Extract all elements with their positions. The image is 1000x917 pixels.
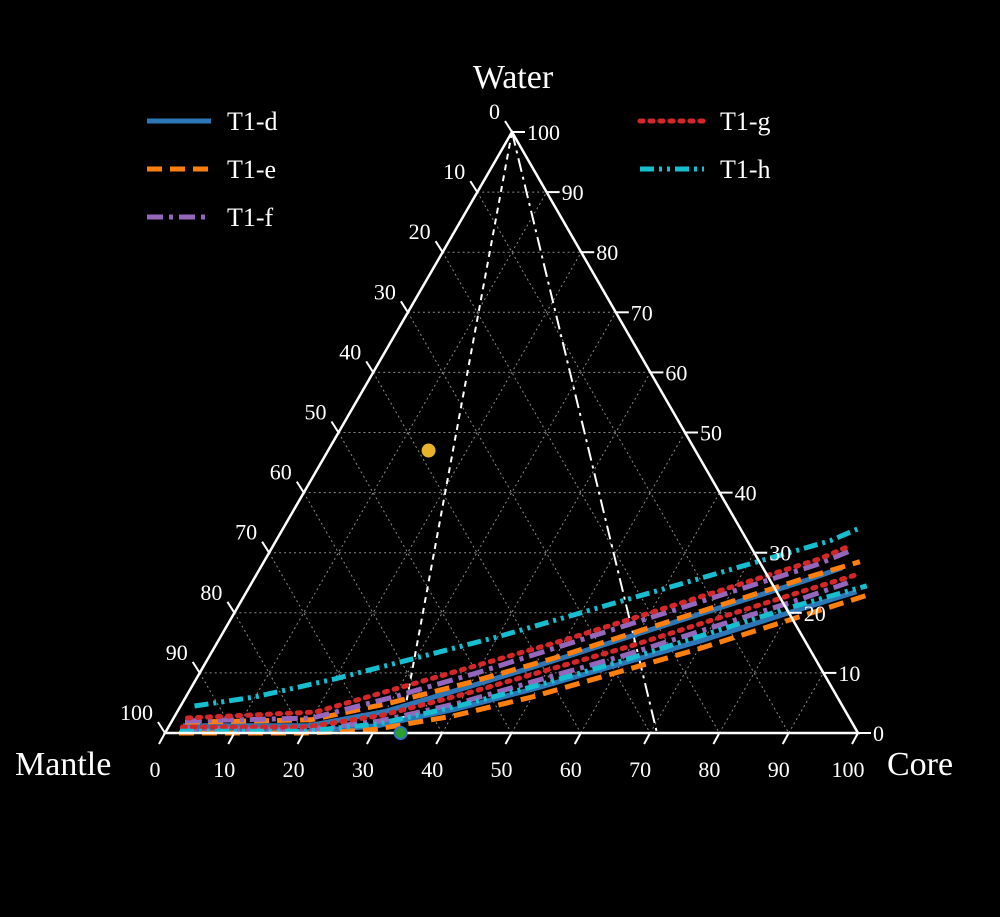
- tick-label-core-20: 20: [283, 757, 305, 782]
- tick-label-core-100: 100: [832, 757, 865, 782]
- tick-mantle-70: [261, 541, 270, 554]
- tick-label-mantle-60: 60: [270, 460, 292, 485]
- tick-label-mantle-50: 50: [305, 400, 327, 425]
- legend-label-T1-f: T1-f: [227, 203, 274, 232]
- series-T1-h-curve-2: [194, 526, 860, 709]
- tick-label-water-60: 60: [665, 360, 687, 385]
- tick-mantle-30: [400, 300, 409, 313]
- tick-label-core-10: 10: [213, 757, 235, 782]
- tick-label-core-90: 90: [768, 757, 790, 782]
- tick-core-80: [712, 732, 721, 745]
- tick-core-40: [435, 732, 444, 745]
- tick-label-mantle-10: 10: [443, 159, 465, 184]
- tick-layer: 0 0 0 10 10 10 20 20 20 30 30 30 40 40 40 50 50 50 60 60 60 7…: [120, 99, 884, 782]
- tick-label-water-80: 80: [596, 240, 618, 265]
- series-T1-f-curve-1: [181, 580, 849, 733]
- grid-line-core-90: [788, 672, 824, 734]
- grid-line-core-30: [372, 312, 617, 734]
- series-T1-g-curve-2: [185, 544, 851, 721]
- tick-label-core-80: 80: [698, 757, 720, 782]
- grid-line-mantle-30: [407, 312, 651, 734]
- tick-label-core-70: 70: [629, 757, 651, 782]
- tick-core-100: [851, 732, 859, 745]
- tick-mantle-10: [469, 180, 479, 193]
- tick-mantle-0: [504, 120, 513, 133]
- tick-mantle-20: [434, 240, 444, 253]
- tick-label-mantle-30: 30: [374, 279, 396, 304]
- series-T1-e-curve-2: [185, 559, 861, 725]
- tick-label-water-30: 30: [769, 541, 791, 566]
- tick-core-90: [781, 732, 790, 745]
- tick-label-water-90: 90: [562, 180, 584, 205]
- tick-label-core-0: 0: [150, 757, 161, 782]
- tick-mantle-100: [157, 721, 166, 734]
- data-points: [393, 443, 436, 740]
- tick-core-20: [296, 732, 305, 745]
- tick-core-10: [227, 732, 236, 745]
- axis-title-core: Core: [887, 746, 953, 783]
- axis-title-water: Water: [473, 59, 554, 96]
- tick-core-0: [158, 732, 166, 745]
- grid-line-core-80: [718, 612, 790, 734]
- series-T1-g-curve-1: [179, 571, 863, 730]
- tick-core-70: [643, 732, 651, 745]
- grid-line-mantle-10: [476, 191, 790, 734]
- tick-core-50: [504, 732, 513, 745]
- series-T1-h-curve-1: [179, 583, 868, 734]
- ref-line-2: [511, 131, 659, 734]
- grid-layer: [199, 191, 824, 734]
- tick-core-60: [573, 732, 582, 745]
- tick-label-water-70: 70: [631, 300, 653, 325]
- tick-mantle-40: [365, 360, 375, 373]
- tick-label-mantle-20: 20: [409, 219, 431, 244]
- tick-label-water-40: 40: [735, 481, 757, 506]
- tick-label-core-40: 40: [421, 757, 443, 782]
- tick-core-30: [366, 732, 374, 745]
- point-green: [393, 726, 408, 740]
- tick-mantle-90: [191, 661, 201, 674]
- grid-line-core-40: [441, 372, 651, 734]
- series-T1-f-curve-2: [185, 547, 854, 724]
- tick-mantle-80: [226, 601, 236, 614]
- tick-mantle-60: [295, 481, 305, 494]
- legend-label-T1-d: T1-d: [227, 107, 278, 136]
- legend-item-T1-d: T1-d: [147, 107, 278, 136]
- tick-label-water-100: 100: [527, 120, 560, 145]
- ref-line-1: [399, 131, 513, 734]
- legend-item-T1-f: T1-f: [147, 203, 274, 232]
- grid-line-mantle-90: [199, 672, 235, 734]
- tick-label-mantle-100: 100: [120, 700, 153, 725]
- tick-label-mantle-0: 0: [489, 99, 500, 124]
- tick-mantle-50: [330, 420, 340, 434]
- legend-item-T1-e: T1-e: [147, 155, 276, 184]
- tick-label-water-50: 50: [700, 421, 722, 446]
- grid-line-core-60: [580, 492, 721, 734]
- legend-item-T1-g: T1-g: [637, 107, 771, 136]
- tick-label-water-10: 10: [838, 661, 860, 686]
- legend-label-T1-g: T1-g: [720, 107, 771, 136]
- tick-label-mantle-70: 70: [235, 520, 257, 545]
- legend-item-T1-h: T1-h: [640, 155, 771, 184]
- series-curves: [178, 526, 870, 736]
- tick-label-mantle-80: 80: [200, 580, 222, 605]
- legend: T1-d T1-e T1-f T1-g T1-h: [147, 107, 771, 232]
- tick-label-mantle-90: 90: [166, 640, 188, 665]
- tick-label-mantle-40: 40: [339, 339, 361, 364]
- reference-lines: [399, 131, 659, 734]
- legend-label-T1-h: T1-h: [720, 155, 771, 184]
- tick-label-water-20: 20: [804, 601, 826, 626]
- grid-line-core-10: [233, 191, 548, 734]
- axis-title-mantle: Mantle: [15, 746, 111, 783]
- tick-label-water-0: 0: [873, 721, 884, 746]
- tick-label-core-50: 50: [491, 757, 513, 782]
- point-yellow: [421, 443, 436, 458]
- legend-label-T1-e: T1-e: [227, 155, 276, 184]
- tick-label-core-60: 60: [560, 757, 582, 782]
- tick-label-core-30: 30: [352, 757, 374, 782]
